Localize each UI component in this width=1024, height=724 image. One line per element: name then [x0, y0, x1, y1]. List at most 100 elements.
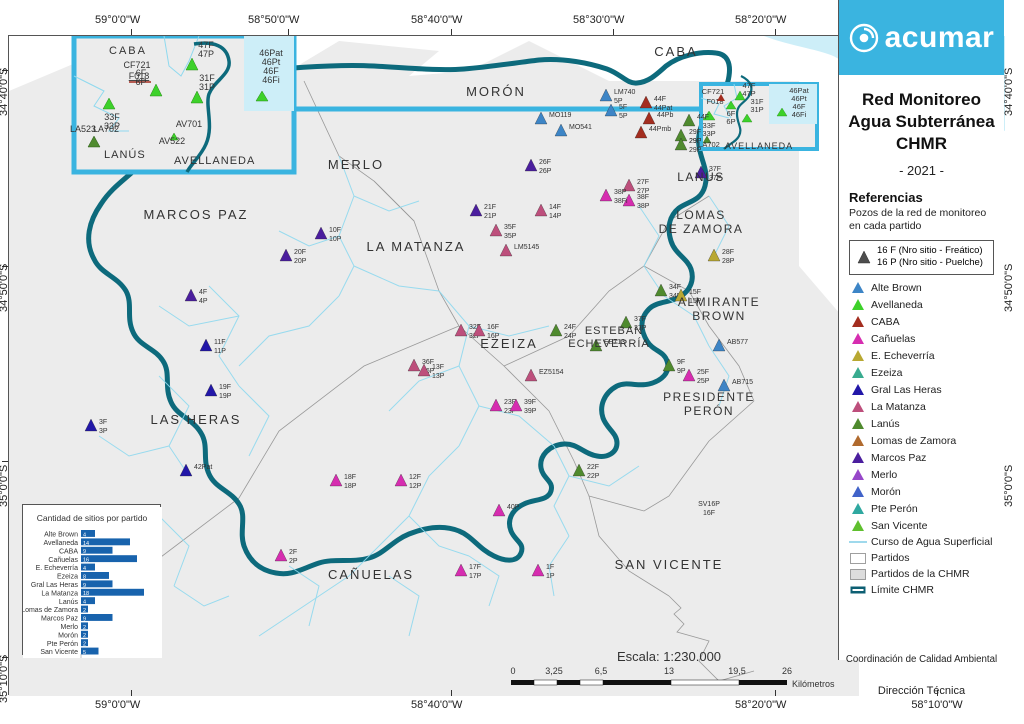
svg-text:44Pmb: 44Pmb [649, 126, 671, 133]
svg-text:29P: 29P [689, 147, 702, 154]
svg-text:LA702: LA702 [93, 124, 119, 134]
svg-text:CABA: CABA [59, 548, 78, 555]
svg-text:5F: 5F [619, 104, 627, 111]
svg-text:AV522: AV522 [159, 136, 185, 146]
svg-text:12P: 12P [409, 483, 422, 490]
svg-text:4: 4 [83, 566, 86, 572]
svg-text:22P: 22P [587, 473, 600, 480]
svg-text:PRESIDENTE: PRESIDENTE [663, 390, 755, 404]
svg-text:29F: 29F [689, 138, 701, 145]
svg-text:22F: 22F [587, 464, 599, 471]
svg-text:39F: 39F [524, 399, 536, 406]
svg-text:Ezeiza: Ezeiza [57, 574, 78, 581]
svg-text:38F: 38F [637, 194, 649, 201]
svg-text:ESTEBAN: ESTEBAN [585, 325, 643, 337]
svg-text:LM5145: LM5145 [514, 244, 539, 251]
svg-text:DE ZAMORA: DE ZAMORA [659, 222, 744, 236]
svg-text:8: 8 [83, 574, 86, 580]
svg-text:16F: 16F [487, 324, 499, 331]
svg-text:3P: 3P [99, 428, 108, 435]
svg-text:2F: 2F [289, 549, 297, 556]
svg-text:14F: 14F [549, 204, 561, 211]
svg-text:9F: 9F [677, 359, 685, 366]
svg-text:20P: 20P [294, 258, 307, 265]
svg-text:LANÚS: LANÚS [677, 169, 725, 184]
svg-text:Lanús: Lanús [59, 599, 79, 606]
svg-text:BROWN: BROWN [692, 309, 746, 323]
svg-text:Cañuelas: Cañuelas [48, 557, 78, 564]
svg-text:MORÓN: MORÓN [466, 84, 526, 99]
svg-text:31P: 31P [750, 105, 763, 114]
svg-text:La Matanza: La Matanza [41, 590, 78, 597]
svg-text:42Pat: 42Pat [194, 464, 212, 471]
svg-text:Gral Las Heras: Gral Las Heras [31, 582, 79, 589]
svg-text:46Fi: 46Fi [792, 110, 807, 119]
svg-text:4F: 4F [199, 289, 207, 296]
svg-text:Lomas de Zamora: Lomas de Zamora [23, 607, 78, 614]
svg-text:18P: 18P [344, 483, 357, 490]
svg-text:2: 2 [83, 608, 86, 614]
svg-text:14P: 14P [549, 213, 562, 220]
svg-text:Morón: Morón [58, 632, 78, 639]
svg-text:MO119: MO119 [549, 112, 572, 119]
svg-text:Escala: 1:230.000: Escala: 1:230.000 [617, 649, 721, 664]
svg-text:38P: 38P [637, 203, 650, 210]
svg-text:33P: 33P [702, 129, 715, 138]
svg-text:11F: 11F [214, 339, 226, 346]
svg-text:6P: 6P [135, 77, 146, 87]
svg-text:34F: 34F [669, 284, 681, 291]
svg-text:28F: 28F [722, 249, 734, 256]
svg-text:26F: 26F [539, 159, 551, 166]
svg-text:26P: 26P [539, 168, 552, 175]
svg-text:4: 4 [83, 532, 86, 538]
svg-text:38Fi: 38Fi [614, 198, 628, 205]
svg-text:10P: 10P [329, 236, 342, 243]
svg-text:12F: 12F [409, 474, 421, 481]
svg-text:19F: 19F [219, 384, 231, 391]
svg-text:14: 14 [83, 541, 89, 547]
svg-text:LM740: LM740 [614, 89, 636, 96]
svg-text:29F: 29F [689, 129, 701, 136]
svg-text:2P: 2P [289, 558, 298, 565]
svg-text:25P: 25P [697, 378, 710, 385]
svg-text:Cantidad de sitios por partido: Cantidad de sitios por partido [37, 513, 148, 523]
svg-text:46Fi: 46Fi [262, 75, 280, 85]
svg-text:25F: 25F [697, 369, 709, 376]
svg-text:27F: 27F [637, 179, 649, 186]
svg-text:44Pat: 44Pat [654, 105, 672, 112]
svg-text:2: 2 [83, 625, 86, 631]
svg-text:San Vicente: San Vicente [40, 649, 78, 656]
svg-text:26: 26 [782, 666, 792, 676]
svg-text:1F: 1F [546, 564, 554, 571]
svg-text:28P: 28P [722, 258, 735, 265]
svg-text:E. Echeverría: E. Echeverría [36, 565, 79, 572]
svg-text:10F: 10F [329, 227, 341, 234]
svg-text:Avellaneda: Avellaneda [43, 540, 78, 547]
svg-text:13P: 13P [432, 373, 445, 380]
svg-text:44F: 44F [697, 114, 709, 121]
svg-text:9: 9 [83, 583, 86, 589]
svg-text:19P: 19P [219, 393, 232, 400]
svg-text:PERÓN: PERÓN [684, 403, 734, 418]
svg-text:3,25: 3,25 [545, 666, 563, 676]
svg-text:38P: 38P [614, 189, 627, 196]
svg-text:16: 16 [83, 558, 89, 564]
svg-text:LOMAS: LOMAS [676, 208, 726, 222]
svg-text:LANÚS: LANÚS [104, 148, 146, 161]
svg-text:CABA: CABA [109, 45, 147, 57]
svg-text:SV16P: SV16P [698, 501, 720, 508]
svg-text:4P: 4P [199, 298, 208, 305]
svg-text:Pte Perón: Pte Perón [47, 641, 78, 648]
svg-text:17P: 17P [469, 573, 482, 580]
svg-text:1P: 1P [546, 573, 555, 580]
svg-text:5P: 5P [614, 98, 623, 105]
svg-text:9: 9 [83, 616, 86, 622]
svg-text:31P: 31P [199, 82, 215, 92]
svg-text:CABA: CABA [654, 44, 697, 59]
svg-text:CAÑUELAS: CAÑUELAS [328, 567, 414, 582]
svg-text:ECHEVERRÍA: ECHEVERRÍA [568, 337, 650, 350]
svg-text:SAN VICENTE: SAN VICENTE [615, 557, 724, 572]
svg-text:LAS HERAS: LAS HERAS [151, 412, 242, 427]
svg-text:Alte Brown: Alte Brown [44, 532, 78, 539]
svg-text:20F: 20F [294, 249, 306, 256]
